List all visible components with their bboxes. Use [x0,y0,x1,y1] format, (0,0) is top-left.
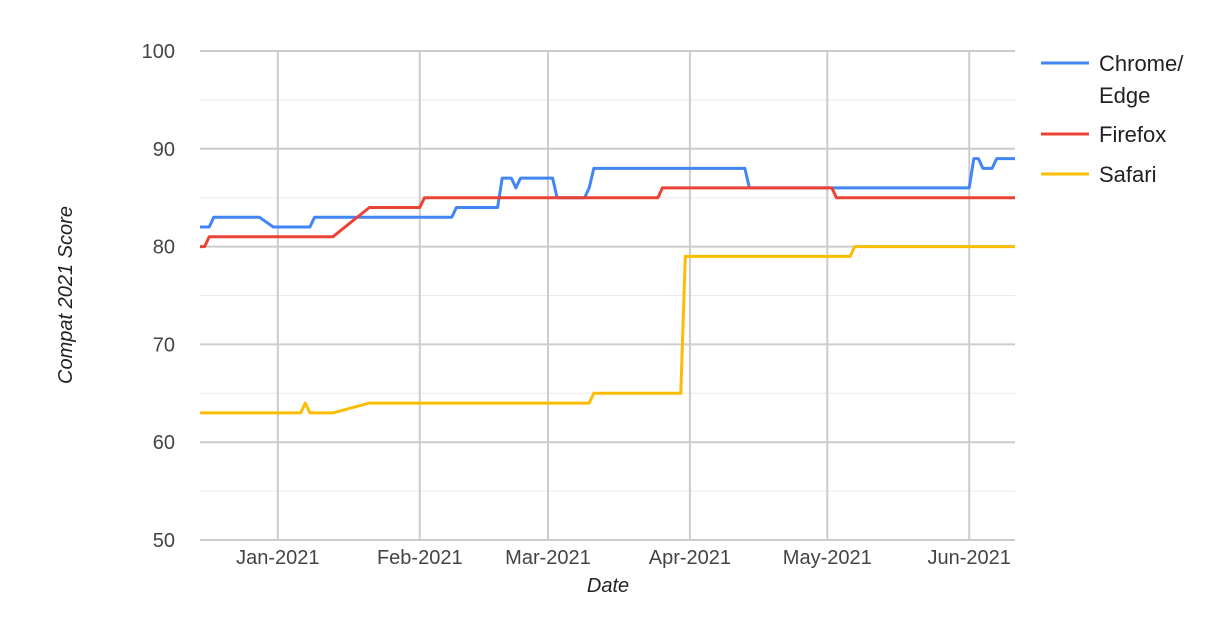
series-line-chrome-edge [200,157,1015,229]
grid [200,50,1015,541]
y-tick-label: 70 [153,334,175,356]
legend-label: Edge [1099,83,1150,108]
legend-label: Chrome/ [1099,51,1184,76]
y-tick-label: 80 [153,237,175,259]
x-tick-label: Mar-2021 [505,547,591,569]
legend-item[interactable]: Chrome/Edge [1041,51,1184,108]
x-axis-title: Date [587,575,629,597]
legend: Chrome/Edge Firefox Safari [1041,51,1184,187]
x-tick-label: May-2021 [783,547,872,569]
x-tick-label: Feb-2021 [377,547,463,569]
y-tick-label: 50 [153,530,175,552]
legend-item[interactable]: Firefox [1041,122,1166,147]
series-line-firefox [200,186,1015,249]
x-tick-label: Jun-2021 [928,547,1011,569]
legend-label: Safari [1099,162,1156,187]
series-line-safari [200,245,1015,415]
x-tick-label: Apr-2021 [649,547,731,569]
y-tick-label: 90 [153,139,175,161]
x-tick-label: Jan-2021 [236,547,319,569]
y-tick-labels: 50 60 70 80 90 100 [142,41,175,552]
legend-label: Firefox [1099,122,1166,147]
y-tick-label: 100 [142,41,175,63]
legend-item[interactable]: Safari [1041,162,1156,187]
series-lines [200,157,1015,415]
x-tick-labels: Jan-2021 Feb-2021 Mar-2021 Apr-2021 May-2021… [236,547,1011,569]
y-axis-title: Compat 2021 Score [55,206,77,384]
y-tick-label: 60 [153,432,175,454]
